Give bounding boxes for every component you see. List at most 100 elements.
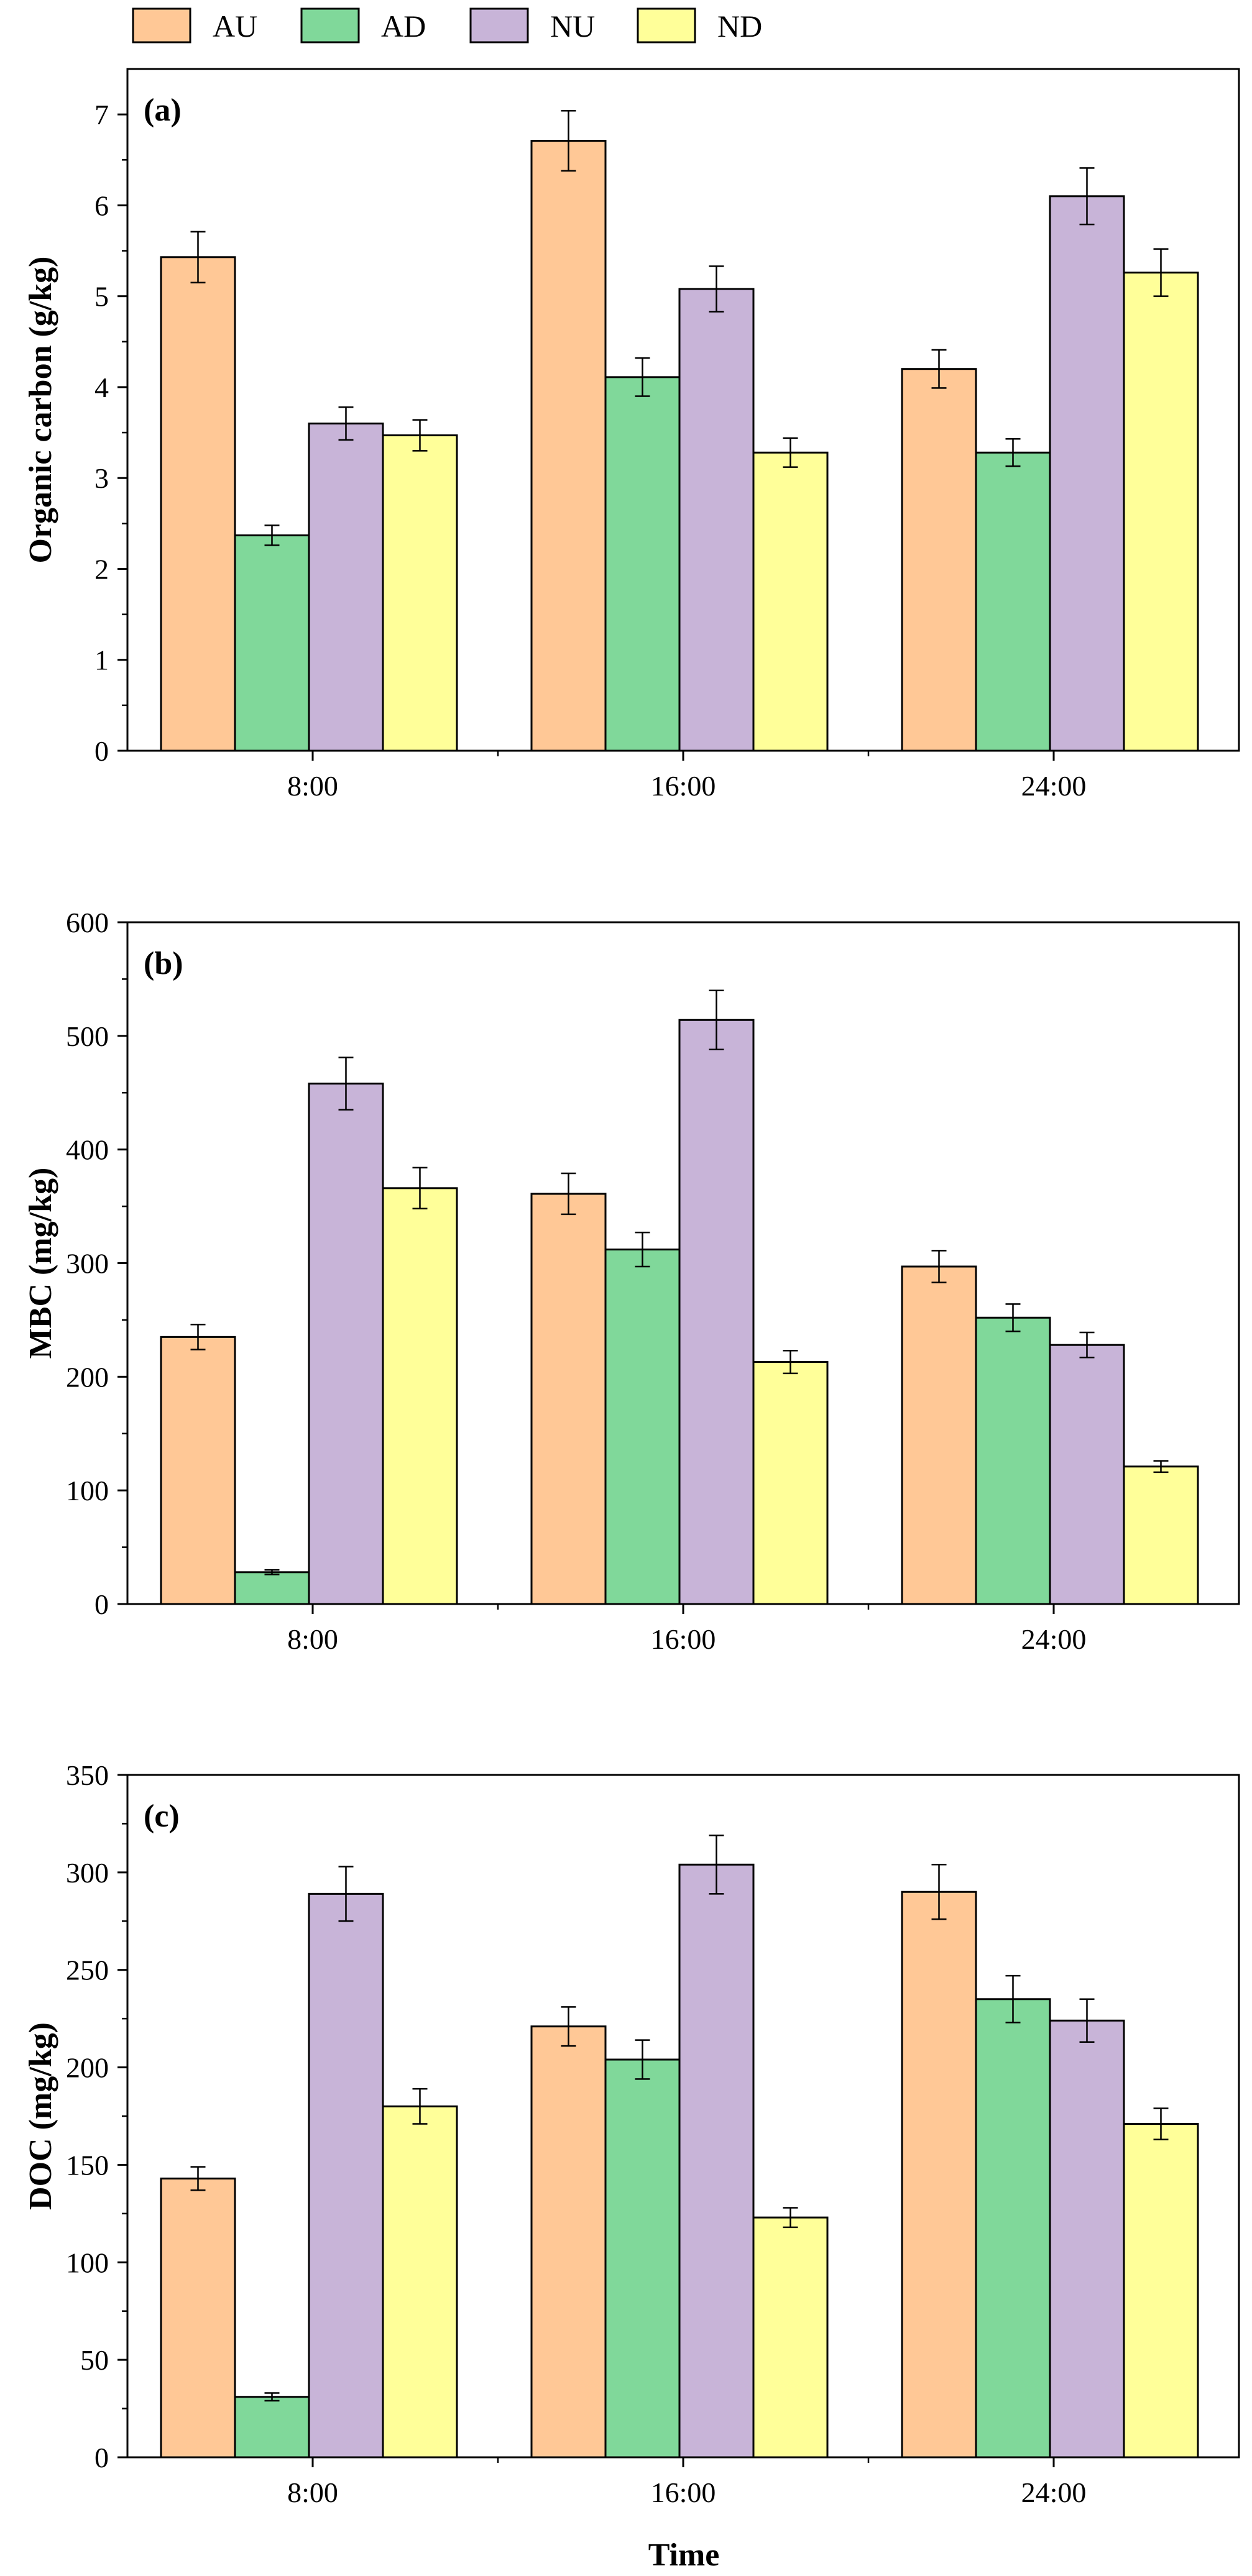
panel-label: (a) — [144, 93, 182, 128]
error-bar-au-1 — [561, 2006, 576, 2047]
bar-nu-1 — [678, 1019, 755, 1605]
bar-nu-1 — [678, 288, 755, 752]
bar-nu-2 — [1049, 2019, 1125, 2459]
bar-au-0 — [160, 256, 236, 752]
legend-label-ad: AD — [381, 9, 426, 44]
bar-ad-1 — [604, 376, 681, 752]
legend: AU AD NU ND — [132, 7, 762, 44]
bar-au-2 — [901, 1265, 977, 1605]
legend-swatch-ad — [300, 7, 360, 44]
bar-nd-0 — [382, 2105, 458, 2459]
x-tick-label-2: 24:00 — [1021, 1623, 1087, 1655]
bar-ad-2 — [975, 1316, 1051, 1605]
y-tick-label-2: 200 — [66, 1361, 109, 1393]
error-bar-ad-1 — [635, 2039, 650, 2080]
x-tick-label-2: 24:00 — [1021, 2477, 1087, 2508]
y-tick-label-3: 3 — [94, 462, 109, 494]
y-tick-label-4: 4 — [94, 372, 109, 403]
error-bar-ad-0 — [264, 2392, 280, 2402]
error-bar-nd-1 — [783, 437, 798, 468]
x-tick-label-0: 8:00 — [287, 1623, 338, 1655]
panel-b: 0 100 200 300 400 500 600 8:00 16:00 24:00 (b) MBC … — [23, 907, 1240, 1655]
error-bar-au-2 — [931, 1864, 947, 1920]
x-tick-label-1: 16:00 — [651, 770, 716, 802]
y-tick-label-4: 400 — [66, 1134, 109, 1166]
y-tick-label-6: 6 — [94, 190, 109, 221]
bar-nu-2 — [1049, 1344, 1125, 1605]
bar-au-1 — [530, 1193, 607, 1605]
error-bar-au-1 — [561, 110, 576, 172]
bar-au-1 — [530, 140, 607, 752]
y-axis-label: DOC (mg/kg) — [23, 2022, 58, 2210]
y-tick-label-6: 300 — [66, 1857, 109, 1889]
error-bar-nd-1 — [783, 2207, 798, 2229]
y-tick-label-5: 250 — [66, 1955, 109, 1986]
error-bar-nd-0 — [412, 2088, 428, 2125]
error-bar-au-2 — [931, 349, 947, 389]
y-tick-label-2: 2 — [94, 553, 109, 585]
x-tick-label-1: 16:00 — [651, 2477, 716, 2508]
bar-nu-2 — [1049, 195, 1125, 752]
y-tick-label-4: 200 — [66, 2052, 109, 2084]
y-tick-label-0: 0 — [94, 1588, 109, 1620]
bar-au-0 — [160, 2177, 236, 2459]
error-bar-ad-0 — [264, 1569, 280, 1575]
bar-ad-0 — [234, 1571, 310, 1605]
bar-nd-1 — [752, 1361, 829, 1605]
error-bar-ad-0 — [264, 525, 280, 546]
error-bar-nu-0 — [338, 1866, 354, 1922]
x-axis-label: Time — [648, 2537, 720, 2573]
y-tick-label-0: 0 — [94, 735, 109, 767]
error-bar-nd-0 — [412, 419, 428, 452]
bar-nd-1 — [752, 451, 829, 752]
panel-a: 0 1 2 3 4 5 6 7 8:00 16:00 24:00 (a) Organic carbon … — [23, 68, 1240, 802]
y-tick-label-0: 0 — [94, 2442, 109, 2473]
error-bar-au-2 — [931, 1250, 947, 1283]
y-tick-label-1: 100 — [66, 1475, 109, 1506]
bar-nd-2 — [1123, 2123, 1199, 2459]
bar-ad-0 — [234, 2396, 310, 2459]
error-bar-nd-2 — [1153, 2107, 1169, 2140]
y-tick-label-6: 600 — [66, 907, 109, 938]
error-bar-ad-2 — [1005, 438, 1021, 467]
y-axis-label: MBC (mg/kg) — [23, 1168, 58, 1359]
error-bar-nd-0 — [412, 1167, 428, 1209]
bar-ad-0 — [234, 534, 310, 752]
bar-nd-2 — [1123, 1465, 1199, 1605]
bar-nu-1 — [678, 1863, 755, 2459]
legend-label-au: AU — [213, 9, 257, 44]
error-bar-nd-2 — [1153, 1460, 1169, 1474]
y-tick-label-3: 300 — [66, 1248, 109, 1280]
bar-ad-2 — [975, 1998, 1051, 2459]
bar-ad-2 — [975, 451, 1051, 752]
error-bar-nu-2 — [1079, 1331, 1095, 1359]
error-bar-nu-2 — [1079, 1998, 1095, 2043]
panels: 0 1 2 3 4 5 6 7 8:00 16:00 24:00 (a) Organic carbon … — [23, 68, 1240, 2508]
bar-nu-0 — [308, 422, 384, 752]
error-bar-au-0 — [190, 231, 206, 283]
error-bar-au-1 — [561, 1172, 576, 1216]
bar-ad-1 — [604, 1249, 681, 1605]
error-bar-ad-1 — [635, 357, 650, 397]
error-bar-au-0 — [190, 2166, 206, 2191]
bar-nd-1 — [752, 2216, 829, 2459]
bar-au-2 — [901, 368, 977, 752]
y-tick-label-5: 500 — [66, 1020, 109, 1052]
x-tick-label-0: 8:00 — [287, 2477, 338, 2508]
legend-label-nu: NU — [550, 9, 595, 44]
y-tick-label-5: 5 — [94, 281, 109, 313]
bar-nu-0 — [308, 1892, 384, 2459]
bar-nd-0 — [382, 1187, 458, 1605]
y-tick-label-1: 1 — [94, 644, 109, 676]
error-bar-au-0 — [190, 1323, 206, 1350]
error-bar-nu-1 — [709, 265, 724, 313]
y-tick-label-7: 350 — [66, 1759, 109, 1791]
y-tick-label-3: 150 — [66, 2149, 109, 2181]
y-tick-label-1: 50 — [80, 2344, 109, 2376]
bar-nu-0 — [308, 1083, 384, 1605]
bar-ad-1 — [604, 2058, 681, 2459]
x-tick-label-2: 24:00 — [1021, 770, 1087, 802]
x-tick-label-0: 8:00 — [287, 770, 338, 802]
error-bar-ad-1 — [635, 1231, 650, 1268]
